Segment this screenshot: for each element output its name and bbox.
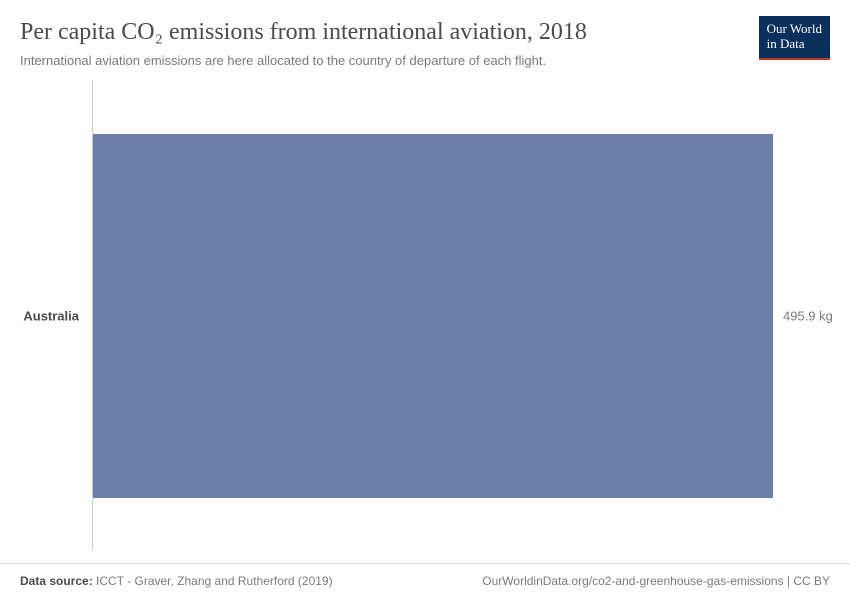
logo-line1: Our World xyxy=(767,22,822,37)
source-text: ICCT - Graver, Zhang and Rutherford (201… xyxy=(96,574,333,588)
chart-plot-area: Australia 495.9 kg xyxy=(92,80,832,550)
footer-source: Data source: ICCT - Graver, Zhang and Ru… xyxy=(20,574,333,588)
chart-subtitle: International aviation emissions are her… xyxy=(20,53,830,68)
logo-line2: in Data xyxy=(767,37,822,52)
bar-row-0: Australia 495.9 kg xyxy=(93,134,773,498)
owid-logo: Our World in Data xyxy=(759,16,830,60)
source-label: Data source: xyxy=(20,574,93,588)
bar-label: Australia xyxy=(23,309,79,324)
footer-attribution: OurWorldinData.org/co2-and-greenhouse-ga… xyxy=(482,574,830,588)
bar-rect xyxy=(93,134,773,498)
chart-footer: Data source: ICCT - Graver, Zhang and Ru… xyxy=(0,563,850,600)
chart-header: Per capita CO₂ emissions from internatio… xyxy=(0,0,850,68)
bar-value: 495.9 kg xyxy=(783,309,833,324)
chart-title: Per capita CO₂ emissions from internatio… xyxy=(20,18,830,47)
